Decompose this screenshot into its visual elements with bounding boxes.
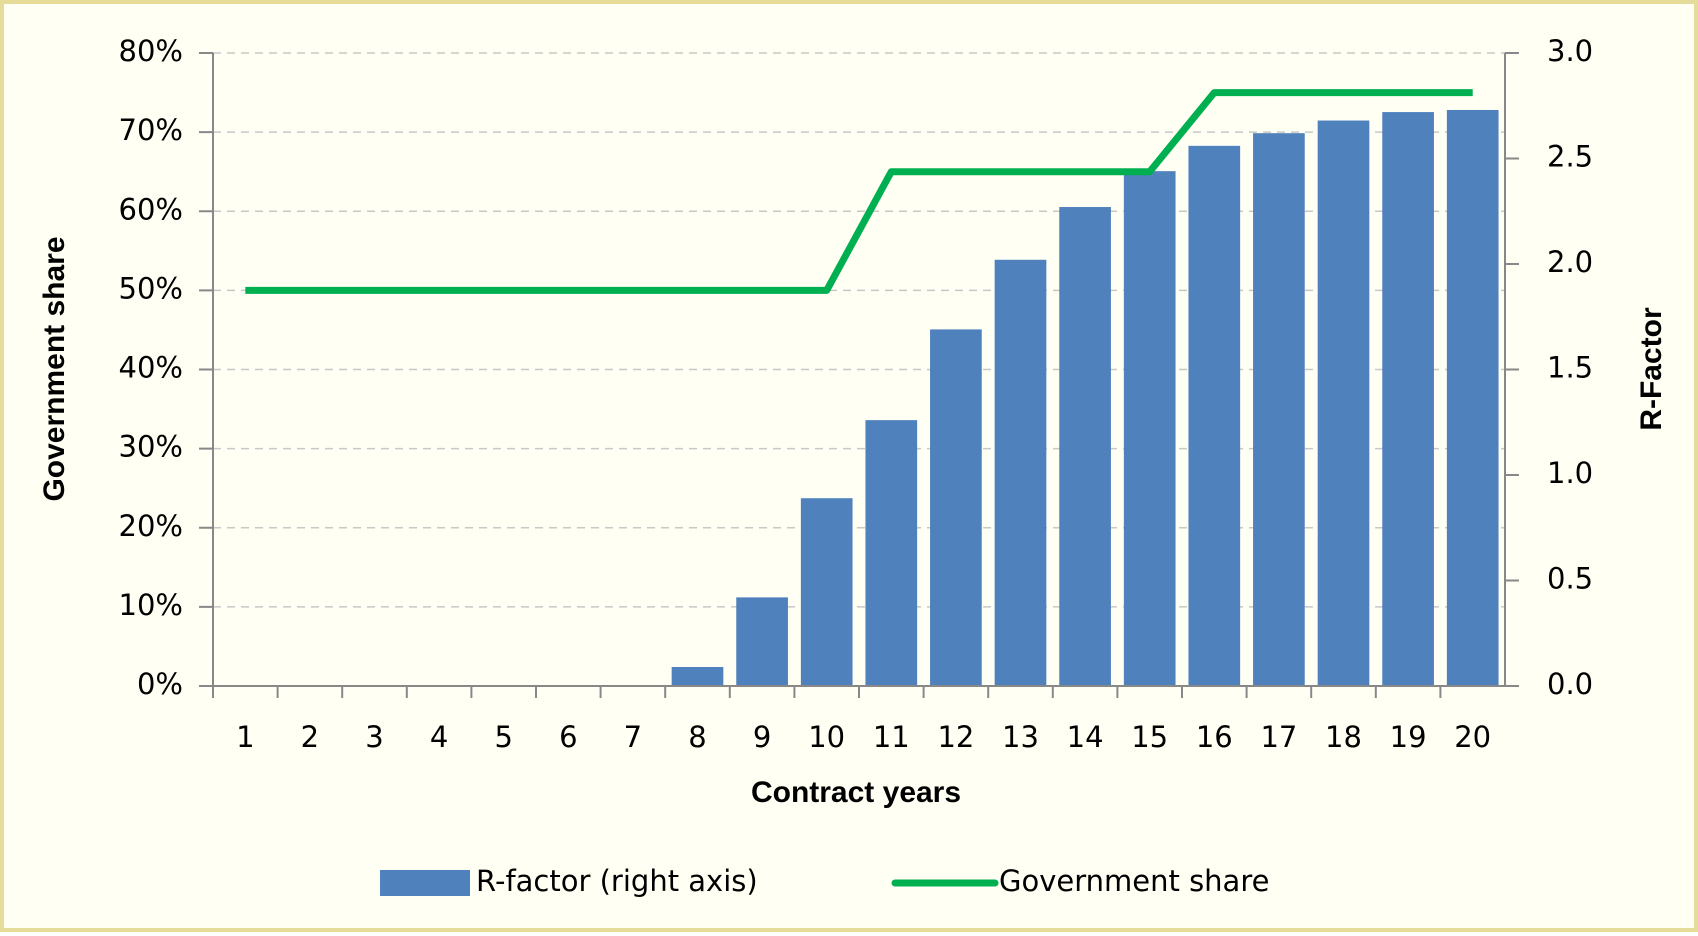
y2-tick-label: 3.0 [1547,34,1593,68]
x-tick-label: 2 [301,720,319,754]
y-tick-label: 70% [119,113,183,147]
y2-tick-label: 1.0 [1547,456,1593,490]
y2-tick-label: 2.5 [1547,140,1593,174]
legend-label: R-factor (right axis) [476,864,758,898]
x-tick-label: 11 [873,720,910,754]
bar [1446,109,1499,687]
y2-tick-label: 0.5 [1547,562,1593,596]
x-tick-label: 12 [937,720,974,754]
x-tick-label: 8 [688,720,706,754]
y-tick-label: 50% [119,271,183,305]
bar [1123,171,1176,686]
bar [994,259,1047,686]
x-tick-label: 14 [1067,720,1104,754]
bar [1059,207,1111,686]
y-tick-label: 10% [119,588,183,622]
legend-swatch [380,870,470,896]
x-tick-label: 7 [624,720,642,754]
y-tick-label: 60% [119,192,183,226]
x-tick-label: 20 [1454,720,1491,754]
y-tick-label: 40% [119,351,183,385]
x-tick-label: 1 [236,720,254,754]
y2-tick-label: 2.0 [1547,245,1593,279]
y-tick-label: 20% [119,509,183,543]
x-axis-title: Contract years [751,776,961,809]
y-tick-label: 80% [119,34,183,68]
y2-tick-label: 1.5 [1547,351,1593,385]
y-tick-label: 30% [119,430,183,464]
bar [1253,133,1305,686]
x-tick-label: 4 [430,720,448,754]
bar [1188,145,1241,687]
bar [671,667,724,686]
x-tick-label: 18 [1325,720,1362,754]
x-tick-label: 9 [753,720,771,754]
bar [800,498,853,686]
x-tick-label: 17 [1260,720,1297,754]
x-tick-label: 19 [1390,720,1427,754]
bar [865,420,918,686]
y2-axis-title: R-Factor [1635,307,1668,431]
x-tick-label: 10 [808,720,845,754]
y2-tick-label: 0.0 [1547,667,1593,701]
x-tick-label: 16 [1196,720,1233,754]
bar [1317,120,1370,686]
x-tick-label: 5 [494,720,512,754]
line [245,89,1473,294]
y-tick-label: 0% [137,667,183,701]
x-tick-label: 6 [559,720,577,754]
x-tick-label: 3 [365,720,383,754]
y-axis-title: Government share [38,236,71,501]
bar [736,597,788,686]
bar [930,329,982,686]
bar [1382,112,1434,686]
legend-label: Government share [999,864,1269,898]
x-tick-label: 15 [1131,720,1168,754]
x-tick-label: 13 [1002,720,1039,754]
